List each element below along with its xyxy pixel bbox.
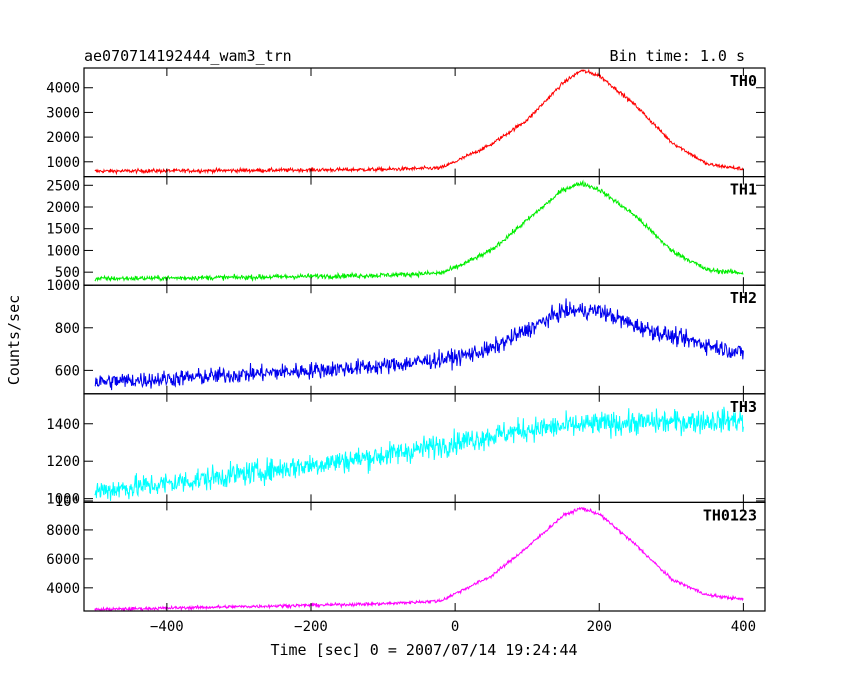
panel-label-th0: TH0 [730, 72, 757, 90]
panel-frame-th0123 [83, 501, 766, 612]
y-tick-label: 2000 [46, 200, 80, 216]
series-line-th2 [94, 298, 744, 391]
y-tick-label: 4000 [46, 81, 80, 97]
y-tick-label: 4000 [46, 581, 80, 597]
y-tick-label: 1500 [46, 222, 80, 238]
series-line-th3 [94, 406, 744, 501]
x-tick-label: −400 [150, 619, 184, 635]
y-tick-label: 6000 [46, 552, 80, 568]
y-tick-label: 8000 [46, 523, 80, 539]
y-tick-label: 2000 [46, 130, 80, 146]
y-tick-label: 1000 [46, 155, 80, 171]
x-tick-label: 200 [587, 619, 612, 635]
y-axis-label: Counts/sec [5, 295, 23, 385]
bin-time-label: Bin time: 1.0 s [610, 47, 745, 65]
y-tick-label: 1000 [46, 492, 80, 508]
x-tick-label: 0 [451, 619, 459, 635]
series-line-th0 [94, 68, 744, 176]
y-tick-label: 600 [55, 363, 80, 379]
panel-label-th0123: TH0123 [703, 506, 757, 524]
panel-label-th3: TH3 [730, 398, 757, 416]
y-tick-label: 1400 [46, 417, 80, 433]
y-tick-label: 10⁴ [55, 494, 80, 510]
x-tick-label: 400 [731, 619, 756, 635]
y-tick-label: 1000 [46, 243, 80, 259]
y-tick-label: 1000 [46, 278, 80, 294]
panel-frame-th0 [83, 67, 766, 178]
y-tick-label: 500 [55, 265, 80, 281]
panel-label-th1: TH1 [730, 181, 757, 199]
chart-title: ae070714192444_wam3_trn [84, 47, 292, 65]
y-tick-label: 3000 [46, 105, 80, 121]
y-tick-label: 800 [55, 321, 80, 337]
panel-label-th2: TH2 [730, 289, 757, 307]
series-line-th0123 [94, 506, 744, 612]
series-line-th1 [94, 179, 744, 283]
panel-frame-th1 [83, 176, 766, 286]
x-axis-label: Time [sec] 0 = 2007/07/14 19:24:44 [270, 641, 577, 659]
y-tick-label: 2500 [46, 178, 80, 194]
y-tick-label: 1200 [46, 454, 80, 470]
x-tick-label: −200 [294, 619, 328, 635]
